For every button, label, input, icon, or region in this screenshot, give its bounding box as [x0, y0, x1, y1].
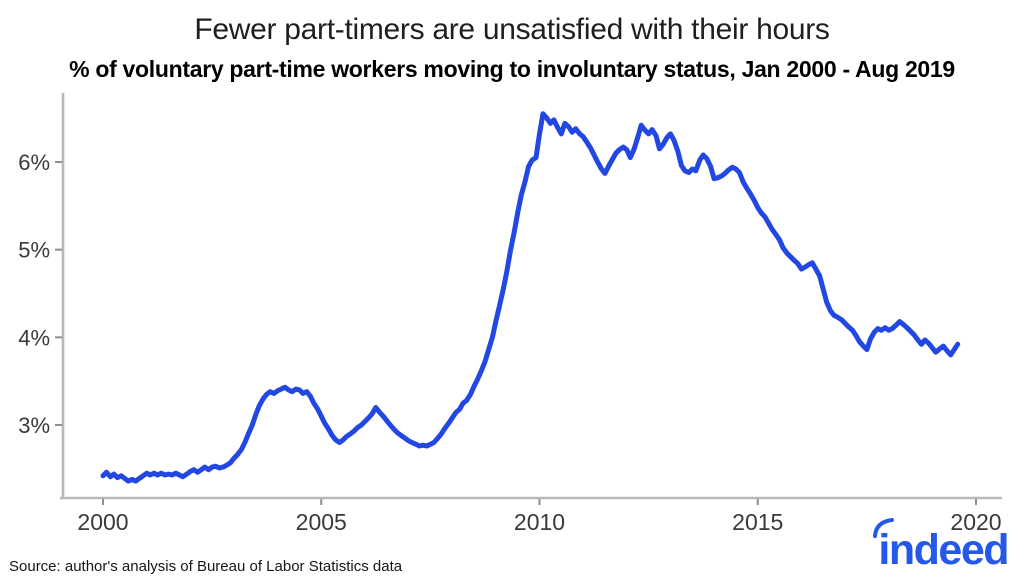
y-tick-label: 3%: [18, 413, 50, 438]
chart-title: Fewer part-timers are unsatisfied with t…: [194, 13, 830, 46]
y-tick-label: 5%: [18, 238, 50, 263]
y-axis-ticks: 3% 4% 5% 6%: [18, 150, 62, 438]
x-tick-label: 2010: [514, 509, 565, 535]
x-tick-label: 2005: [296, 509, 347, 535]
source-note: Source: author's analysis of Bureau of L…: [9, 558, 403, 575]
y-tick-label: 6%: [18, 150, 50, 175]
data-line: [100, 111, 961, 484]
chart-subtitle: % of voluntary part-time workers moving …: [69, 56, 955, 82]
x-tick-label: 2015: [732, 509, 783, 535]
indeed-logo-text: indeed: [878, 526, 1009, 574]
x-tick-label: 2020: [950, 509, 1001, 535]
indeed-logo: indeed: [873, 518, 1009, 576]
y-tick-label: 4%: [18, 325, 50, 350]
x-tick-label: 2000: [77, 509, 128, 535]
x-axis-ticks: 2000 2005 2010 2015 2020: [77, 499, 1002, 535]
indeed-logo-arc-icon: [873, 518, 895, 538]
